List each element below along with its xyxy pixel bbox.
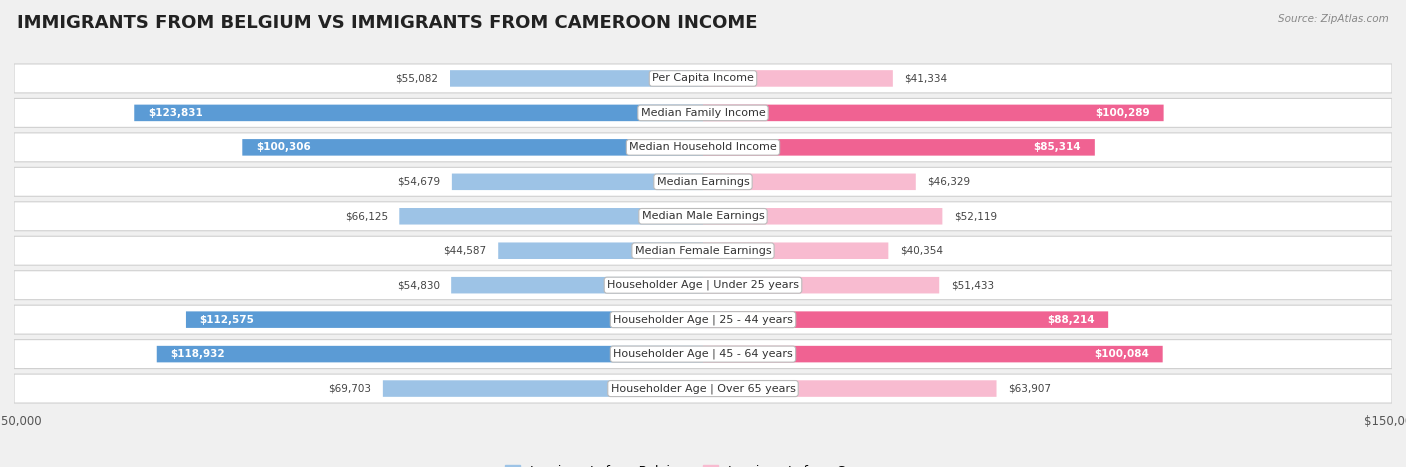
Text: IMMIGRANTS FROM BELGIUM VS IMMIGRANTS FROM CAMEROON INCOME: IMMIGRANTS FROM BELGIUM VS IMMIGRANTS FR…: [17, 14, 758, 32]
FancyBboxPatch shape: [14, 64, 1392, 93]
FancyBboxPatch shape: [703, 380, 997, 397]
FancyBboxPatch shape: [14, 133, 1392, 162]
Text: Source: ZipAtlas.com: Source: ZipAtlas.com: [1278, 14, 1389, 24]
Text: $100,306: $100,306: [256, 142, 311, 152]
Text: $41,334: $41,334: [904, 73, 948, 84]
Text: $112,575: $112,575: [200, 315, 254, 325]
FancyBboxPatch shape: [703, 277, 939, 293]
Text: $88,214: $88,214: [1046, 315, 1094, 325]
Text: Householder Age | Under 25 years: Householder Age | Under 25 years: [607, 280, 799, 290]
FancyBboxPatch shape: [703, 311, 1108, 328]
FancyBboxPatch shape: [451, 277, 703, 293]
FancyBboxPatch shape: [156, 346, 703, 362]
FancyBboxPatch shape: [14, 202, 1392, 231]
FancyBboxPatch shape: [703, 105, 1164, 121]
Text: $63,907: $63,907: [1008, 383, 1052, 394]
Text: $44,587: $44,587: [444, 246, 486, 256]
FancyBboxPatch shape: [14, 99, 1392, 127]
FancyBboxPatch shape: [703, 70, 893, 87]
FancyBboxPatch shape: [186, 311, 703, 328]
Text: $100,289: $100,289: [1095, 108, 1150, 118]
Text: Householder Age | Over 65 years: Householder Age | Over 65 years: [610, 383, 796, 394]
FancyBboxPatch shape: [399, 208, 703, 225]
Text: $52,119: $52,119: [953, 211, 997, 221]
FancyBboxPatch shape: [451, 174, 703, 190]
Text: $66,125: $66,125: [344, 211, 388, 221]
FancyBboxPatch shape: [14, 271, 1392, 300]
Text: Median Family Income: Median Family Income: [641, 108, 765, 118]
FancyBboxPatch shape: [14, 374, 1392, 403]
Text: Householder Age | 25 - 44 years: Householder Age | 25 - 44 years: [613, 314, 793, 325]
Text: $69,703: $69,703: [329, 383, 371, 394]
FancyBboxPatch shape: [450, 70, 703, 87]
Text: Per Capita Income: Per Capita Income: [652, 73, 754, 84]
Text: $123,831: $123,831: [148, 108, 202, 118]
FancyBboxPatch shape: [14, 305, 1392, 334]
Text: $118,932: $118,932: [170, 349, 225, 359]
Text: Householder Age | 45 - 64 years: Householder Age | 45 - 64 years: [613, 349, 793, 359]
FancyBboxPatch shape: [703, 208, 942, 225]
Text: $46,329: $46,329: [928, 177, 970, 187]
FancyBboxPatch shape: [703, 346, 1163, 362]
Text: $100,084: $100,084: [1094, 349, 1149, 359]
Text: $40,354: $40,354: [900, 246, 943, 256]
Text: Median Male Earnings: Median Male Earnings: [641, 211, 765, 221]
FancyBboxPatch shape: [703, 174, 915, 190]
FancyBboxPatch shape: [14, 236, 1392, 265]
FancyBboxPatch shape: [382, 380, 703, 397]
Text: $85,314: $85,314: [1033, 142, 1081, 152]
Text: Median Female Earnings: Median Female Earnings: [634, 246, 772, 256]
Text: $51,433: $51,433: [950, 280, 994, 290]
FancyBboxPatch shape: [14, 340, 1392, 368]
FancyBboxPatch shape: [14, 167, 1392, 196]
Legend: Immigrants from Belgium, Immigrants from Cameroon: Immigrants from Belgium, Immigrants from…: [501, 460, 905, 467]
FancyBboxPatch shape: [498, 242, 703, 259]
Text: $54,830: $54,830: [396, 280, 440, 290]
Text: Median Household Income: Median Household Income: [628, 142, 778, 152]
FancyBboxPatch shape: [134, 105, 703, 121]
Text: $55,082: $55,082: [395, 73, 439, 84]
Text: Median Earnings: Median Earnings: [657, 177, 749, 187]
FancyBboxPatch shape: [703, 242, 889, 259]
FancyBboxPatch shape: [703, 139, 1095, 156]
FancyBboxPatch shape: [242, 139, 703, 156]
Text: $54,679: $54,679: [398, 177, 440, 187]
